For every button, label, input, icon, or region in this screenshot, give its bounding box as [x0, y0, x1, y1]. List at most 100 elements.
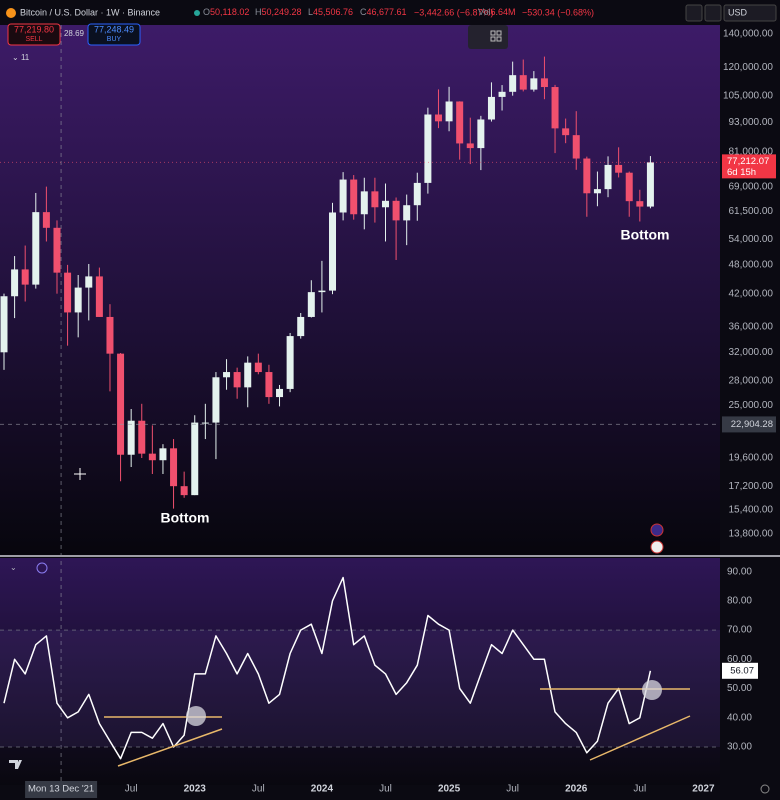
- y-tick-label: 36,000.00: [729, 322, 774, 333]
- rsi-collapse[interactable]: ⌄: [10, 563, 17, 572]
- event-icon: [650, 523, 664, 537]
- y-tick-label: 15,400.00: [729, 505, 774, 516]
- icon: [496, 36, 502, 42]
- candle-body: [254, 362, 262, 373]
- icon: [490, 36, 496, 42]
- candle-body: [95, 276, 103, 317]
- candle-body: [551, 87, 559, 129]
- candle-body: [201, 422, 209, 424]
- y-tick-label: 140,000.00: [723, 29, 773, 40]
- y-tick-label: 61,500.00: [729, 206, 774, 217]
- download-button[interactable]: [685, 4, 703, 22]
- candle-body: [180, 486, 188, 496]
- volume-change: −530.34 (−0.68%): [522, 7, 594, 17]
- candle-body: [148, 453, 156, 461]
- sell-price[interactable]: 77,219.80: [14, 24, 54, 34]
- candle-body: [223, 372, 231, 378]
- low: L45,506.76: [308, 7, 353, 17]
- candle-body: [74, 287, 82, 313]
- y-tick-label: 19,600.00: [729, 453, 774, 464]
- candle-body: [159, 448, 167, 461]
- candle-body: [604, 164, 612, 190]
- buy-button[interactable]: [87, 23, 141, 46]
- price-pane: [0, 25, 720, 555]
- y-tick-label: 50.00: [727, 683, 752, 694]
- candle-body: [636, 201, 644, 207]
- crosshair-y-box: [722, 416, 776, 433]
- candle-body: [466, 143, 474, 149]
- candle-body: [360, 191, 368, 215]
- y-tick-label: 30.00: [727, 742, 752, 753]
- x-tick-label: 2023: [184, 784, 207, 795]
- candle-body: [487, 96, 495, 120]
- candle-body: [434, 114, 442, 122]
- sell-button[interactable]: [7, 23, 61, 46]
- x-tick-label: Jul: [252, 784, 265, 795]
- candle-body: [350, 179, 358, 215]
- candle-body: [509, 75, 517, 92]
- x-tick-label: Jul: [633, 784, 646, 795]
- candle-body: [32, 212, 40, 285]
- sell-label[interactable]: SELL: [25, 36, 42, 43]
- high: H50,249.28: [255, 7, 302, 17]
- x-tick-label: Jul: [506, 784, 519, 795]
- y-tick-label: 17,200.00: [729, 481, 774, 492]
- rsi-value-box: [722, 662, 758, 679]
- y-tick-label: 80.00: [727, 595, 752, 606]
- y-tick-label: 32,000.00: [729, 347, 774, 358]
- y-tick-label: 93,000.00: [729, 117, 774, 128]
- candle-body: [477, 119, 485, 149]
- buy-price[interactable]: 77,248.49: [94, 24, 134, 34]
- x-tick-label: 2027: [692, 784, 715, 795]
- buy-label[interactable]: BUY: [107, 36, 122, 43]
- y-tick-label: 90.00: [727, 566, 752, 577]
- rsi-settings-icon[interactable]: [36, 562, 48, 574]
- candle-body: [456, 101, 464, 144]
- layout-button[interactable]: [468, 25, 508, 49]
- settings-icon[interactable]: [760, 784, 770, 794]
- spread: 28.69: [64, 29, 85, 38]
- close: C46,677.61: [360, 7, 407, 17]
- candle-body: [540, 78, 548, 88]
- logo: [9, 760, 22, 769]
- currency[interactable]: USD: [728, 7, 748, 17]
- trend-line: [117, 728, 223, 767]
- x-tick-label: Jul: [125, 784, 138, 795]
- x-tick-label: 2024: [311, 784, 334, 795]
- x-tick-label: 2025: [438, 784, 461, 795]
- candle-body: [191, 422, 199, 496]
- candle-body: [212, 377, 220, 423]
- currency-select[interactable]: [723, 4, 777, 22]
- y-tick-label: 105,000.00: [723, 91, 773, 102]
- candle-body: [21, 269, 29, 285]
- y-tick-label: 28,000.00: [729, 376, 774, 387]
- candle-body: [424, 114, 432, 183]
- candle-body: [244, 362, 252, 388]
- rsi-line: [3, 576, 652, 760]
- candle-body: [615, 164, 623, 173]
- change: −3,442.66 (−6.87%): [414, 7, 494, 17]
- candle-body: [392, 200, 400, 221]
- candle-body: [530, 78, 538, 90]
- refresh-button[interactable]: [704, 4, 722, 22]
- candle-body: [625, 172, 633, 202]
- y-tick-label: 54,000.00: [729, 234, 774, 245]
- candle-body: [117, 353, 125, 455]
- candle-body: [42, 212, 50, 228]
- symbol-icon: [6, 8, 16, 18]
- candle-body: [403, 205, 411, 221]
- candle-body: [138, 420, 146, 454]
- last-price-label: 77,212.07: [727, 156, 769, 167]
- indicators-toggle[interactable]: ⌄ 11: [12, 53, 30, 62]
- y-tick-label: 69,000.00: [729, 181, 774, 192]
- candle-body: [445, 101, 453, 122]
- candle-body: [329, 212, 337, 291]
- candle-body: [85, 276, 93, 288]
- crosshair-x-label: Mon 13 Dec '21: [28, 784, 94, 795]
- y-tick-label: 70.00: [727, 625, 752, 636]
- y-tick-label: 60.00: [727, 654, 752, 665]
- trend-line: [589, 715, 691, 761]
- countdown: 6d 15h: [727, 167, 756, 178]
- candle-body: [413, 182, 421, 206]
